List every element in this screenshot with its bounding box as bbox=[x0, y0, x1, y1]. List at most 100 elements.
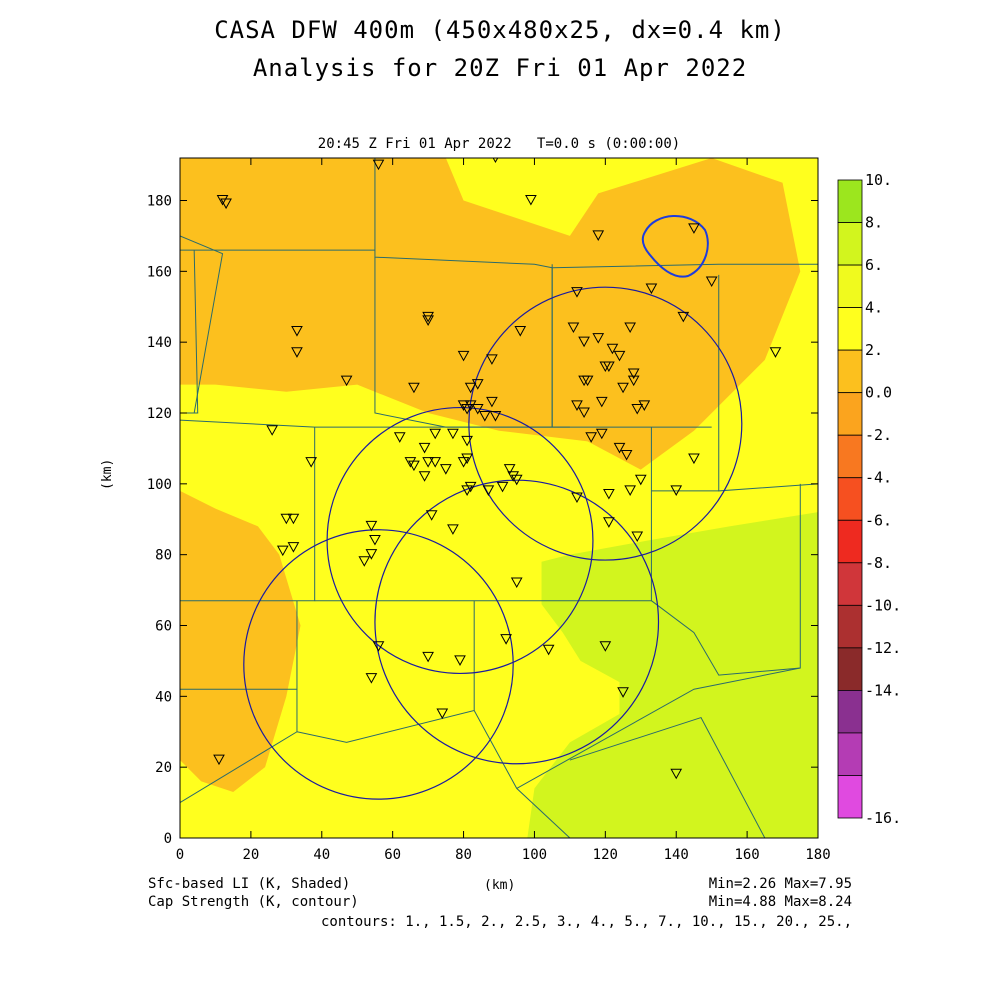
station-marker bbox=[340, 375, 353, 387]
county-boundary bbox=[296, 600, 475, 743]
station-marker bbox=[677, 311, 690, 323]
station-marker bbox=[571, 492, 583, 504]
colorbar-label: 10. bbox=[865, 171, 892, 189]
station-marker bbox=[624, 485, 636, 496]
colorbar-swatch bbox=[837, 477, 863, 521]
station-marker bbox=[769, 347, 782, 358]
colorbar-label: 6. bbox=[865, 256, 883, 274]
colorbar-label: 0.0 bbox=[865, 384, 892, 402]
colorbar-label: -8. bbox=[865, 554, 892, 572]
station-marker bbox=[585, 432, 598, 443]
station-marker bbox=[461, 485, 473, 496]
colorbar-swatch bbox=[837, 690, 863, 734]
station-marker bbox=[606, 343, 619, 355]
x-axis: 0 20 40 60 80 100 120 140 160 180 bbox=[176, 158, 831, 863]
station-marker bbox=[418, 471, 431, 482]
colorbar-label: -10. bbox=[865, 596, 901, 614]
cap-contour-line bbox=[243, 529, 514, 800]
station-marker bbox=[276, 545, 289, 557]
county-boundary bbox=[180, 235, 224, 414]
station-marker bbox=[592, 333, 605, 344]
colorbar-swatch bbox=[837, 562, 863, 606]
station-marker bbox=[393, 432, 406, 443]
shaded-region-2-4 bbox=[180, 158, 801, 470]
station-marker bbox=[631, 531, 644, 542]
station-marker bbox=[599, 641, 612, 652]
station-marker bbox=[567, 322, 580, 334]
colorbar-label: -16. bbox=[865, 809, 901, 827]
station-marker bbox=[213, 754, 225, 766]
station-marker bbox=[280, 513, 293, 525]
station-marker bbox=[457, 400, 470, 411]
x-tick-label: 180 bbox=[805, 847, 830, 863]
contour-levels: contours: 1., 1.5, 2., 2.5, 3., 4., 5., … bbox=[320, 914, 852, 930]
station-marker bbox=[425, 510, 438, 521]
field2-label: Cap Strength (K, contour) bbox=[148, 894, 359, 910]
station-marker bbox=[457, 350, 470, 362]
station-marker bbox=[595, 428, 608, 440]
colorbar-swatch bbox=[837, 307, 863, 351]
station-marker bbox=[603, 488, 615, 500]
x-tick-label: 20 bbox=[242, 847, 259, 863]
shaded-field bbox=[180, 158, 818, 838]
station-marker bbox=[525, 195, 537, 206]
county-boundary bbox=[374, 250, 818, 269]
station-marker bbox=[592, 230, 605, 241]
station-marker bbox=[365, 673, 378, 684]
plot-frame bbox=[179, 157, 819, 839]
station-marker bbox=[631, 403, 644, 415]
colorbar-label: -6. bbox=[865, 511, 892, 529]
chart-title: CASA DFW 400m (450x480x25, dx=0.4 km) bbox=[214, 16, 786, 44]
colorbar-label: -2. bbox=[865, 426, 892, 444]
field1-label: Sfc-based LI (K, Shaded) bbox=[148, 876, 351, 892]
station-marker bbox=[645, 283, 658, 295]
station-marker bbox=[624, 322, 636, 334]
station-marker bbox=[422, 315, 434, 326]
station-marker bbox=[369, 535, 381, 546]
cap-contour-line bbox=[374, 479, 660, 765]
station-marker bbox=[688, 453, 700, 465]
station-marker bbox=[464, 481, 477, 493]
station-marker bbox=[595, 396, 608, 408]
station-marker bbox=[404, 457, 417, 468]
x-tick-label: 80 bbox=[455, 847, 472, 863]
station-marker bbox=[408, 382, 420, 394]
x-tick-label: 40 bbox=[313, 847, 330, 863]
x-tick-label: 140 bbox=[664, 847, 689, 863]
station-marker bbox=[287, 513, 300, 525]
station-marker bbox=[670, 768, 683, 780]
station-marker bbox=[365, 520, 378, 532]
y-tick-label: 80 bbox=[155, 548, 172, 564]
station-marker bbox=[627, 368, 640, 380]
county-boundary bbox=[516, 667, 801, 789]
station-marker bbox=[603, 517, 615, 528]
station-marker bbox=[464, 382, 477, 394]
colorbar-swatch bbox=[837, 647, 863, 691]
colorbar-label: -4. bbox=[865, 469, 892, 487]
colorbar-swatch bbox=[837, 732, 863, 776]
station-marker bbox=[447, 524, 459, 535]
colorbar-swatch bbox=[837, 179, 863, 223]
station-marker bbox=[422, 457, 434, 468]
station-marker bbox=[287, 542, 300, 553]
station-marker bbox=[439, 464, 452, 475]
x-tick-label: 0 bbox=[176, 847, 184, 863]
station-marker bbox=[510, 474, 523, 486]
colorbar-swatch bbox=[837, 264, 863, 309]
station-marker bbox=[507, 471, 520, 482]
x-tick-label: 60 bbox=[384, 847, 401, 863]
y-tick-label: 140 bbox=[147, 335, 172, 351]
station-marker bbox=[599, 361, 612, 372]
station-marker bbox=[291, 326, 303, 337]
x-tick-label: 120 bbox=[593, 847, 618, 863]
station-marker bbox=[447, 428, 459, 440]
station-marker bbox=[436, 708, 449, 720]
station-marker bbox=[688, 223, 700, 234]
station-marker bbox=[372, 641, 385, 652]
station-marker bbox=[634, 474, 647, 486]
station-marker bbox=[617, 382, 629, 394]
colorbar-swatch bbox=[837, 349, 863, 394]
y-tick-label: 40 bbox=[155, 689, 172, 705]
x-tick-label: 160 bbox=[734, 847, 759, 863]
colorbar-swatch bbox=[837, 604, 863, 649]
